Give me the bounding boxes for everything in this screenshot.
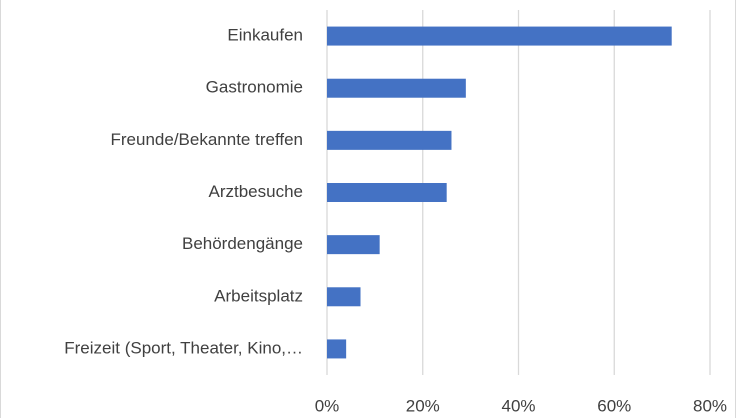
y-tick-label: Freizeit (Sport, Theater, Kino,…	[64, 338, 303, 357]
bar	[327, 235, 380, 255]
x-tick-label: 40%	[501, 396, 535, 415]
y-tick-label: Arztbesuche	[209, 182, 304, 201]
y-tick-label: Behördengänge	[182, 234, 303, 253]
x-tick-label: 60%	[597, 396, 631, 415]
x-tick-label: 80%	[693, 396, 727, 415]
bar	[327, 26, 672, 46]
y-tick-label: Einkaufen	[227, 26, 303, 45]
y-tick-label: Gastronomie	[206, 78, 303, 97]
bar	[327, 339, 347, 359]
bar	[327, 287, 361, 307]
bar	[327, 130, 452, 150]
x-tick-label: 0%	[315, 396, 340, 415]
y-tick-label: Arbeitsplatz	[214, 286, 303, 305]
x-tick-label: 20%	[406, 396, 440, 415]
bar	[327, 78, 466, 98]
bar	[327, 183, 447, 202]
y-tick-label: Freunde/Bekannte treffen	[111, 130, 304, 149]
